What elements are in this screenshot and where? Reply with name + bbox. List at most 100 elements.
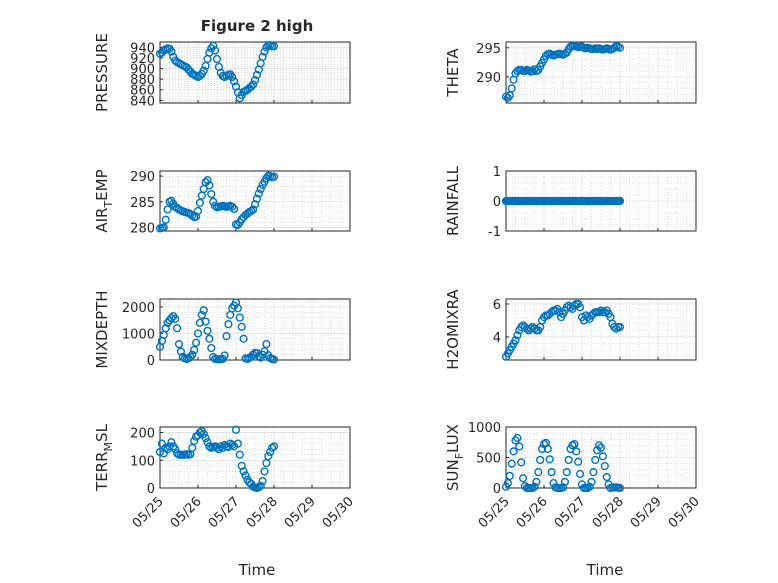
y-tick-label: 940 [130,41,155,56]
data-point [570,439,579,449]
data-point [596,443,606,452]
data-point [555,308,564,317]
data-point [207,189,216,199]
data-point [192,338,201,347]
data-point [505,471,514,480]
subplot-sun_flux: 0 500 1000 05/25 05/26 05/27 05/28 05/29 05/30 SU… [444,421,703,531]
subplot-terr_msl: 0 100 200 05/25 05/26 05/27 05/28 05/29 05/30 TER… [93,423,357,531]
y-tick-label: 285 [130,196,155,211]
data-point [161,324,170,333]
data-point [220,351,229,360]
y-tick-label: 0 [147,482,155,497]
y-tick-label: 860 [130,84,155,99]
data-point [534,468,543,477]
data-point [203,326,212,335]
data-point [228,202,237,211]
data-point [203,438,212,447]
x-tick-label: 05/30 [666,494,703,531]
y-tick-label: -1 [488,225,501,240]
data-point [585,482,594,491]
x-tick-label: 05/29 [628,494,665,531]
data-point [235,313,244,322]
data-point [591,455,600,465]
data-point [530,482,539,491]
data-point [612,324,621,333]
data-point [167,313,176,323]
data-point [241,471,250,480]
data-point [222,332,231,341]
data-point [596,306,606,315]
data-point [190,345,199,355]
data-point [233,304,243,313]
data-point [564,455,573,465]
data-point [228,72,237,82]
data-point [610,43,619,52]
data-point [260,467,269,476]
data-point [260,47,269,56]
data-point [615,43,625,52]
y-axis-label: THETA [444,48,462,98]
axes-frame [505,298,697,361]
data-point [249,205,258,214]
data-point [503,93,513,102]
data-point [211,201,220,210]
data-point [545,455,554,464]
data-point [532,477,541,487]
data-point [209,197,218,206]
axes-frame [505,426,697,489]
data-point [610,322,619,332]
data-point [171,445,180,454]
data-point [258,52,267,61]
data-point [249,80,258,89]
data-point [161,215,170,224]
data-point [193,329,203,338]
data-point [509,447,518,456]
data-point [216,442,225,451]
data-point [507,84,516,93]
x-tick-label: 05/28 [590,494,627,531]
y-axis-label: PRESSURE [93,33,111,112]
axes-frame [159,41,351,104]
data-point [558,483,568,492]
data-point [600,308,609,317]
data-point [209,41,218,50]
data-point [262,339,271,349]
data-point [247,82,256,91]
data-point [269,42,279,51]
data-point [562,468,571,477]
data-point [163,205,172,214]
y-tick-label: 290 [130,170,155,185]
x-tick-label: 05/29 [282,494,319,531]
data-point [515,442,524,451]
data-point [176,347,186,356]
data-point [167,47,176,56]
y-tick-label: 100 [130,454,155,469]
data-point [239,467,248,476]
axes-frame [159,170,351,232]
x-tick-label: 05/26 [168,494,205,531]
y-tick-label: 880 [130,73,155,88]
y-tick-label: 0 [493,195,501,210]
y-tick-label: 840 [130,94,155,109]
data-point [600,461,609,471]
y-tick-label: 290 [476,71,501,86]
data-point [199,429,208,439]
data-point [602,472,611,482]
data-point [207,343,216,353]
y-axis-label: H2OMIXRA [444,289,462,370]
data-point [188,350,197,359]
subplot-air_temp: 280 285 290 AIRTEMP [93,169,351,236]
x-tick-label: 05/27 [552,494,589,531]
data-point [230,204,239,214]
data-point [249,350,258,359]
data-point [530,324,539,333]
data-point [526,324,535,333]
data-point [250,76,260,85]
data-point [269,172,279,181]
data-point [159,223,168,232]
data-point [258,476,267,486]
data-point [269,355,279,364]
x-tick-label: 05/26 [514,494,551,531]
